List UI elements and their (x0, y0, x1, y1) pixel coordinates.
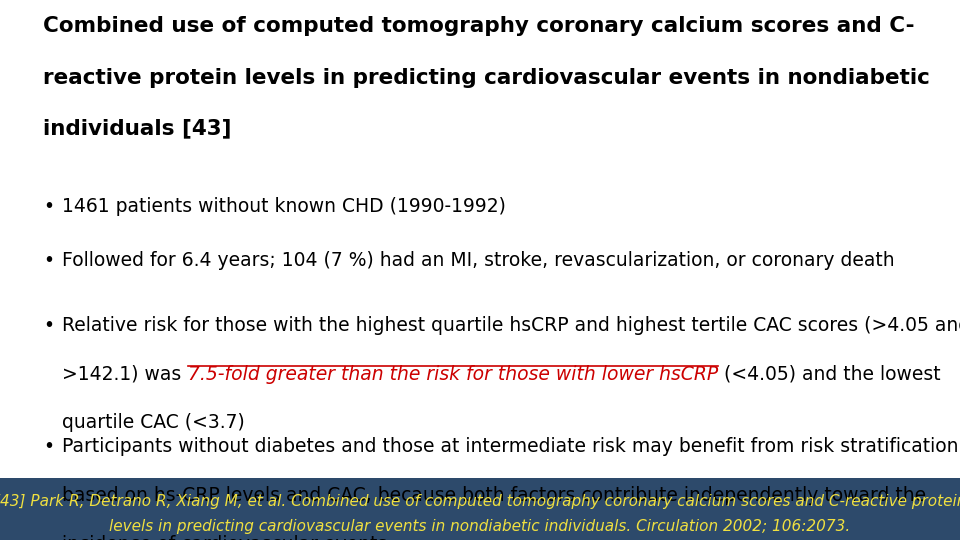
Text: •: • (43, 197, 55, 216)
FancyBboxPatch shape (0, 478, 960, 540)
Text: levels in predicting cardiovascular events in nondiabetic individuals. Circulati: levels in predicting cardiovascular even… (109, 519, 851, 535)
Text: 7.5-fold greater than the risk for those with lower hsCRP: 7.5-fold greater than the risk for those… (187, 364, 718, 383)
Text: Combined use of computed tomography coronary calcium scores and C-: Combined use of computed tomography coro… (43, 16, 915, 36)
Text: •: • (43, 251, 55, 270)
Text: individuals [43]: individuals [43] (43, 119, 231, 139)
Text: (<4.05) and the lowest: (<4.05) and the lowest (718, 364, 941, 383)
Text: quartile CAC (<3.7): quartile CAC (<3.7) (62, 413, 245, 432)
Text: •: • (43, 316, 55, 335)
Text: incidence of cardiovascular events: incidence of cardiovascular events (62, 535, 388, 540)
Text: 1461 patients without known CHD (1990-1992): 1461 patients without known CHD (1990-19… (62, 197, 506, 216)
Text: Followed for 6.4 years; 104 (7 %) had an MI, stroke, revascularization, or coron: Followed for 6.4 years; 104 (7 %) had an… (62, 251, 895, 270)
Text: [43] Park R, Detrano R, Xiang M, et al. Combined use of computed tomography coro: [43] Park R, Detrano R, Xiang M, et al. … (0, 494, 960, 509)
Text: •: • (43, 437, 55, 456)
Text: reactive protein levels in predicting cardiovascular events in nondiabetic: reactive protein levels in predicting ca… (43, 68, 930, 87)
Text: >142.1) was: >142.1) was (62, 364, 187, 383)
Text: based on hs-CRP levels and CAC, because both factors contribute independently to: based on hs-CRP levels and CAC, because … (62, 486, 926, 505)
Text: Participants without diabetes and those at intermediate risk may benefit from ri: Participants without diabetes and those … (62, 437, 959, 456)
Text: Relative risk for those with the highest quartile hsCRP and highest tertile CAC : Relative risk for those with the highest… (62, 316, 960, 335)
